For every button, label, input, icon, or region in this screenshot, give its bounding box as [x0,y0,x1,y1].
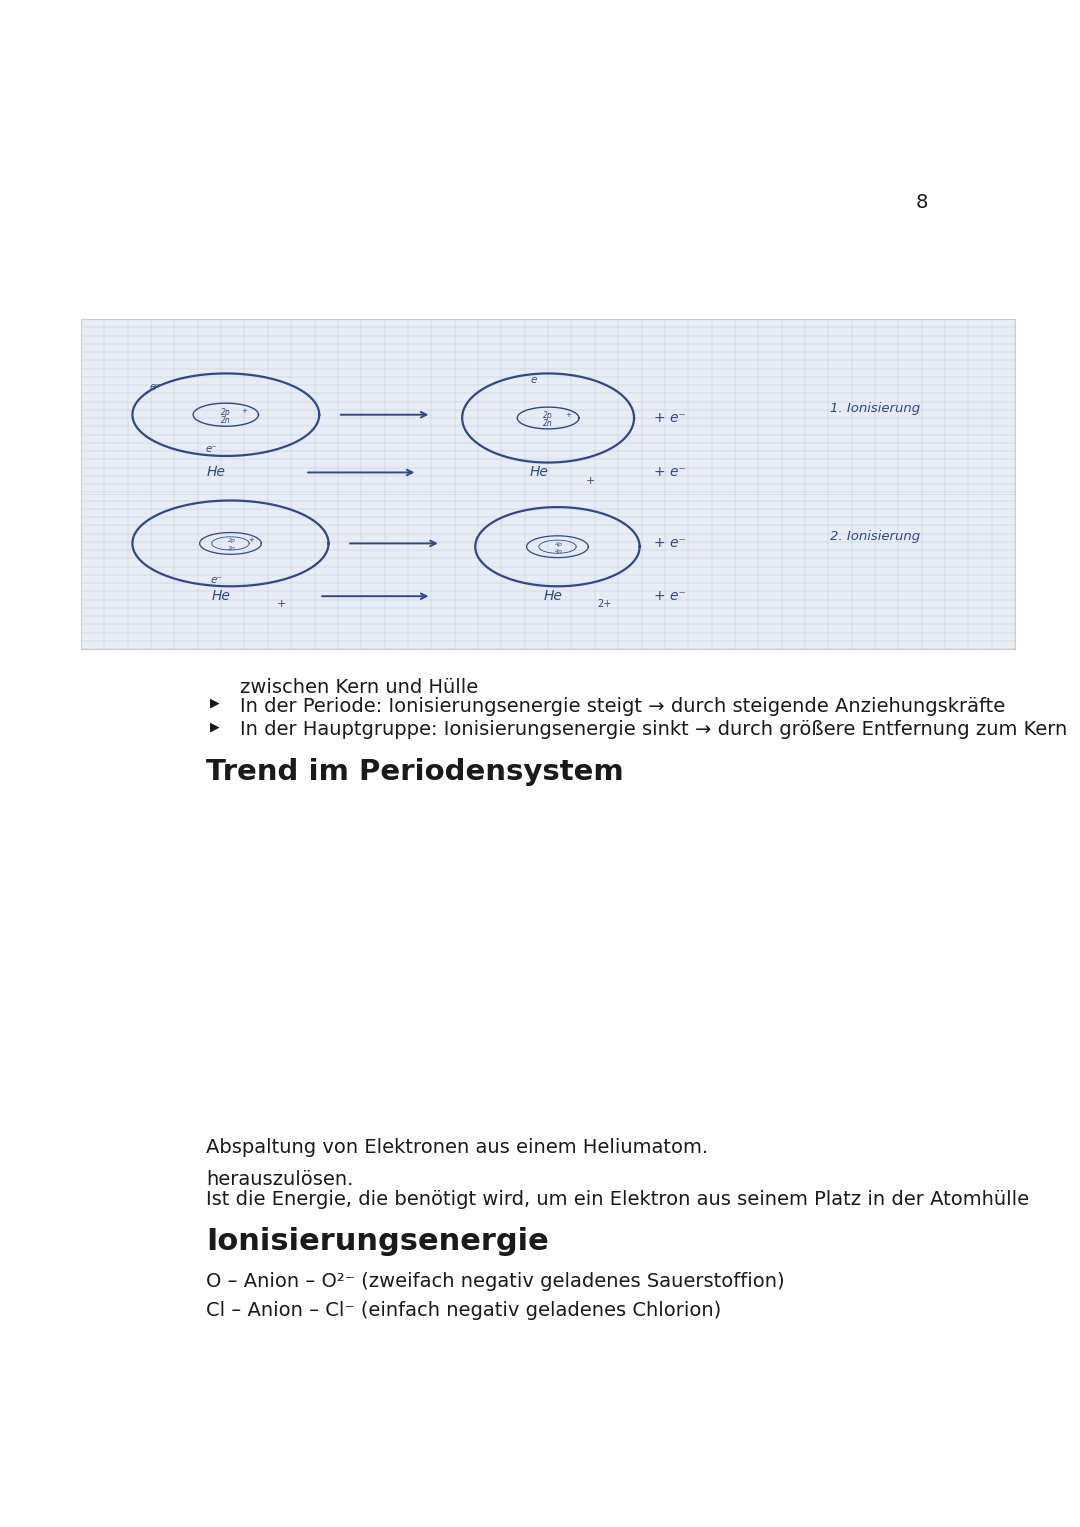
Text: 8: 8 [916,194,928,212]
Text: ▶: ▶ [210,696,219,710]
Text: e⁻: e⁻ [206,444,218,455]
Text: He: He [529,466,549,479]
Text: +: + [585,476,595,486]
Text: Pro neue Periode → weitere Kreisbahn für Elektronen: Pro neue Periode → weitere Kreisbahn für… [239,516,753,536]
Text: e⁻: e⁻ [211,574,222,585]
Text: 2n: 2n [228,547,237,551]
Text: Abspaltung von Elektronen aus einem Heliumatom.: Abspaltung von Elektronen aus einem Heli… [206,1138,708,1157]
Text: ▶: ▶ [210,719,219,733]
Text: O – Anion – O²⁻ (zweifach negativ geladenes Sauerstoffion): O – Anion – O²⁻ (zweifach negativ gelade… [206,1272,785,1290]
Text: Bewegung auf Kreisbahn um den Kern: Bewegung auf Kreisbahn um den Kern [239,539,611,559]
Text: Trend im Periodensystem: Trend im Periodensystem [206,759,624,786]
Text: Cl – Anion – Cl⁻ (einfach negativ geladenes Chlorion): Cl – Anion – Cl⁻ (einfach negativ gelade… [206,1301,721,1321]
Text: +: + [566,412,571,418]
Text: herauszulösen.: herauszulösen. [206,1170,353,1190]
Text: 2p: 2p [228,538,237,544]
Text: –: – [248,366,258,385]
Text: In der Periode: Ionisierungsenergie steigt → durch steigende Anziehungskräfte: In der Periode: Ionisierungsenergie stei… [240,696,1005,716]
Text: –: – [248,392,258,411]
Text: e⁻: e⁻ [150,382,162,391]
Text: He: He [207,466,226,479]
Text: 4p: 4p [555,542,564,547]
Text: Bohr’sches Schalenmodell: Bohr’sches Schalenmodell [206,609,782,647]
Text: L-Schale: L-Schale [267,417,349,437]
Text: +: + [242,408,247,414]
Text: + e⁻: + e⁻ [653,466,686,479]
Text: Elektronen befinden sich außerhalb des Kerns: Elektronen befinden sich außerhalb des K… [239,563,686,582]
Text: K-Schale: K-Schale [267,443,349,461]
Text: Schalen:: Schalen: [206,476,300,496]
Text: –: – [221,539,231,559]
Text: 2+: 2+ [597,600,611,609]
Text: M-Schale: M-Schale [267,392,355,411]
Text: 2p: 2p [543,411,553,420]
Text: –: – [248,417,258,437]
Text: 2n: 2n [221,417,231,425]
Text: e: e [531,376,537,385]
Text: + e⁻: + e⁻ [653,411,686,425]
Text: + e⁻: + e⁻ [653,536,686,550]
Text: 2p: 2p [221,408,231,417]
Text: 4n: 4n [555,550,564,554]
Text: Ist die Energie, die benötigt wird, um ein Elektron aus seinem Platz in der Atom: Ist die Energie, die benötigt wird, um e… [206,1191,1029,1209]
Text: Ionisierungsenergie: Ionisierungsenergie [206,1228,549,1257]
Text: +: + [248,538,254,544]
Text: In der Hauptgruppe: Ionisierungsenergie sinkt → durch größere Entfernung zum Ker: In der Hauptgruppe: Ionisierungsenergie … [240,719,1067,739]
Text: –: – [248,443,258,461]
Text: zwischen Kern und Hülle: zwischen Kern und Hülle [240,678,478,698]
Text: 2n: 2n [543,420,553,429]
Text: He: He [212,589,230,603]
Text: +: + [278,600,286,609]
Text: 2. Ionisierung: 2. Ionisierung [831,530,920,544]
Text: 1. Ionisierung: 1. Ionisierung [831,402,920,415]
Text: He: He [543,589,563,603]
Text: –: – [221,516,231,536]
Text: + e⁻: + e⁻ [653,589,686,603]
Text: –: – [221,563,231,582]
Text: N-Schale: N-Schale [267,366,353,385]
